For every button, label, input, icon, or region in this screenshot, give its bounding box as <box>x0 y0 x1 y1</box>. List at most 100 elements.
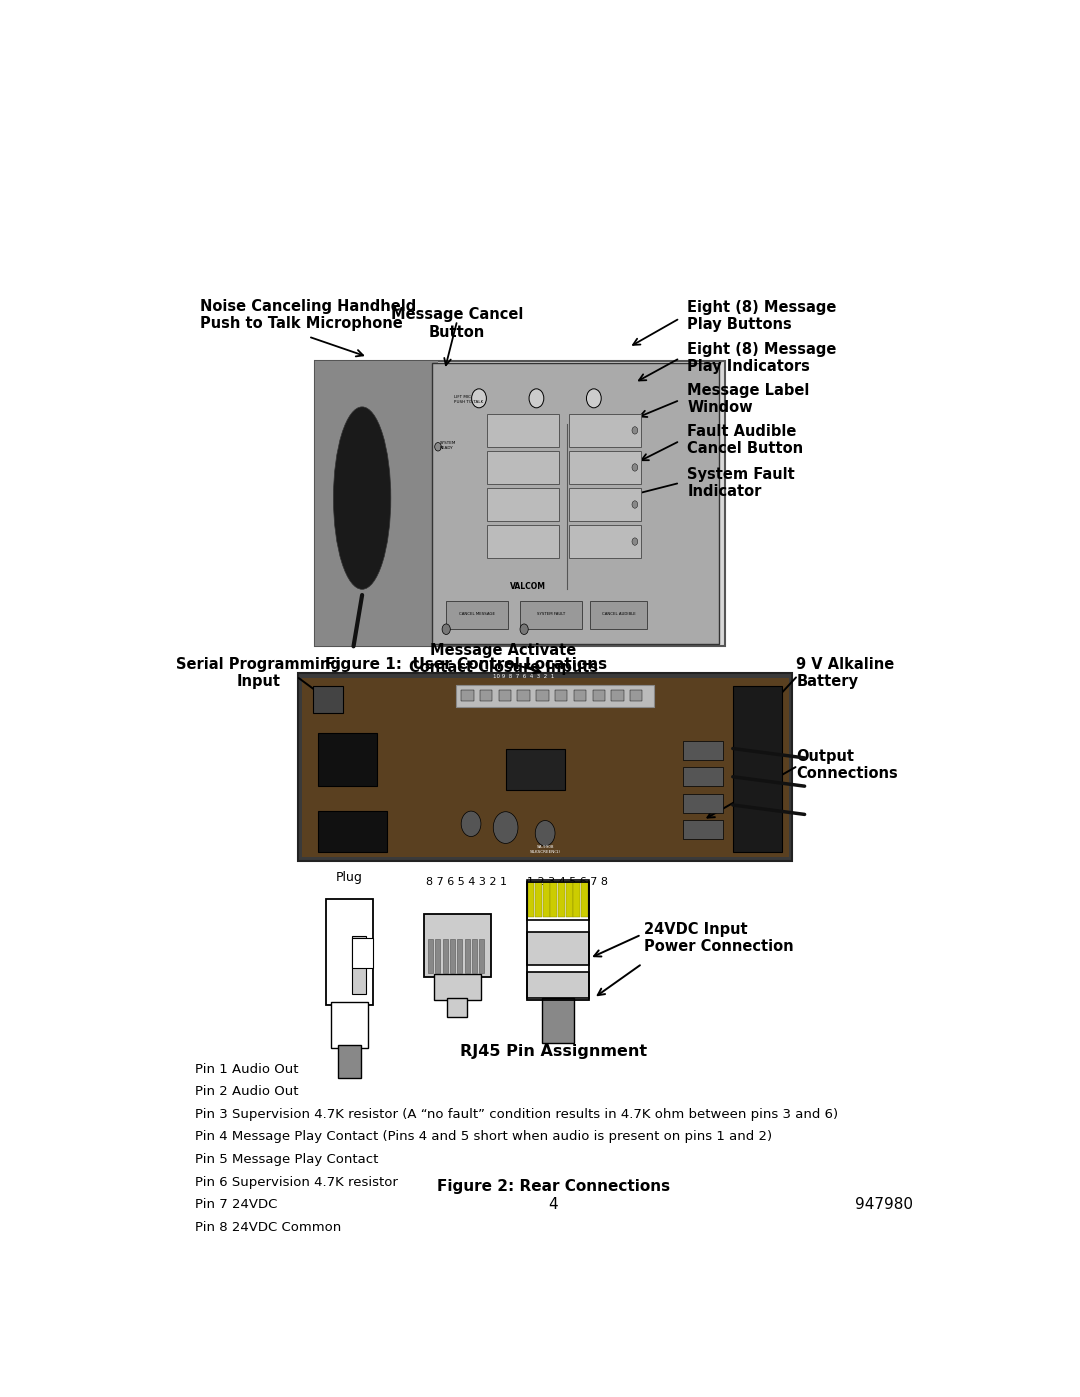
FancyBboxPatch shape <box>338 1045 361 1077</box>
Text: 8 7 6 5 4 3 2 1: 8 7 6 5 4 3 2 1 <box>427 876 508 887</box>
FancyBboxPatch shape <box>487 525 559 557</box>
Text: 9 V Alkaline
Battery: 9 V Alkaline Battery <box>796 657 894 690</box>
Circle shape <box>632 426 637 434</box>
Text: Output
Connections: Output Connections <box>796 749 897 781</box>
FancyBboxPatch shape <box>318 733 377 787</box>
FancyBboxPatch shape <box>569 525 642 557</box>
FancyBboxPatch shape <box>573 882 580 918</box>
Text: Pin 7 24VDC: Pin 7 24VDC <box>195 1199 278 1211</box>
FancyBboxPatch shape <box>573 690 586 701</box>
Text: Eight (8) Message
Play Indicators: Eight (8) Message Play Indicators <box>688 342 837 374</box>
FancyBboxPatch shape <box>537 690 549 701</box>
Text: 947980: 947980 <box>855 1197 914 1213</box>
FancyBboxPatch shape <box>318 810 387 852</box>
FancyBboxPatch shape <box>499 690 511 701</box>
FancyBboxPatch shape <box>480 939 484 974</box>
Circle shape <box>632 464 637 471</box>
FancyBboxPatch shape <box>517 690 530 701</box>
FancyBboxPatch shape <box>733 686 782 852</box>
FancyBboxPatch shape <box>527 932 590 965</box>
FancyBboxPatch shape <box>457 939 462 974</box>
Text: Pin 4 Message Play Contact (Pins 4 and 5 short when audio is present on pins 1 a: Pin 4 Message Play Contact (Pins 4 and 5… <box>195 1130 772 1143</box>
FancyBboxPatch shape <box>352 939 373 968</box>
FancyBboxPatch shape <box>487 451 559 483</box>
FancyBboxPatch shape <box>326 900 373 1004</box>
Circle shape <box>435 443 442 451</box>
Circle shape <box>632 538 637 545</box>
Text: System Fault
Indicator: System Fault Indicator <box>688 467 795 499</box>
Circle shape <box>586 388 602 408</box>
FancyBboxPatch shape <box>487 488 559 521</box>
FancyBboxPatch shape <box>551 882 557 918</box>
Text: CANCEL MESSAGE: CANCEL MESSAGE <box>459 612 495 616</box>
FancyBboxPatch shape <box>505 749 565 789</box>
FancyBboxPatch shape <box>487 414 559 447</box>
FancyBboxPatch shape <box>446 601 508 629</box>
Circle shape <box>442 624 450 634</box>
Text: SYSTEM FAULT: SYSTEM FAULT <box>537 612 565 616</box>
FancyBboxPatch shape <box>684 793 723 813</box>
FancyBboxPatch shape <box>630 690 643 701</box>
Circle shape <box>461 812 481 837</box>
Text: 10 9  8  7  6  4  3  2  1: 10 9 8 7 6 4 3 2 1 <box>494 673 554 679</box>
FancyBboxPatch shape <box>555 690 567 701</box>
FancyBboxPatch shape <box>432 363 719 644</box>
FancyBboxPatch shape <box>443 939 447 974</box>
FancyBboxPatch shape <box>435 939 441 974</box>
FancyBboxPatch shape <box>330 1003 368 1048</box>
FancyBboxPatch shape <box>313 686 342 712</box>
Text: Serial Programming
Input: Serial Programming Input <box>176 657 341 690</box>
FancyBboxPatch shape <box>464 939 470 974</box>
Text: Figure 1:  User Control Locations: Figure 1: User Control Locations <box>325 657 607 672</box>
FancyBboxPatch shape <box>315 362 438 647</box>
FancyBboxPatch shape <box>566 882 572 918</box>
Text: 24VDC Input
Power Connection: 24VDC Input Power Connection <box>644 922 794 954</box>
Text: Message Cancel
Button: Message Cancel Button <box>391 307 524 339</box>
FancyBboxPatch shape <box>542 997 573 1044</box>
FancyBboxPatch shape <box>684 820 723 838</box>
FancyBboxPatch shape <box>569 488 642 521</box>
FancyBboxPatch shape <box>593 690 605 701</box>
Text: Pin 8 24VDC Common: Pin 8 24VDC Common <box>195 1221 341 1234</box>
FancyBboxPatch shape <box>315 362 725 647</box>
FancyBboxPatch shape <box>527 972 590 997</box>
FancyBboxPatch shape <box>590 601 647 629</box>
Text: CANCEL AUDIBLE: CANCEL AUDIBLE <box>602 612 635 616</box>
FancyBboxPatch shape <box>461 690 473 701</box>
FancyBboxPatch shape <box>352 936 366 995</box>
FancyBboxPatch shape <box>536 882 542 918</box>
FancyBboxPatch shape <box>527 882 535 918</box>
FancyBboxPatch shape <box>298 673 792 862</box>
Text: Pin 5 Message Play Contact: Pin 5 Message Play Contact <box>195 1153 379 1166</box>
FancyBboxPatch shape <box>558 882 565 918</box>
Text: RJ45 Pin Assignment: RJ45 Pin Assignment <box>460 1045 647 1059</box>
FancyBboxPatch shape <box>301 678 788 858</box>
FancyBboxPatch shape <box>543 882 550 918</box>
FancyBboxPatch shape <box>480 690 492 701</box>
Text: 1 2 3 4 5 6 7 8: 1 2 3 4 5 6 7 8 <box>527 876 608 887</box>
Text: Message Activate
Contact Closure Inputs: Message Activate Contact Closure Inputs <box>408 643 598 676</box>
FancyBboxPatch shape <box>581 882 588 918</box>
Circle shape <box>472 388 486 408</box>
Text: LIFT MIC
PUSH TO TALK: LIFT MIC PUSH TO TALK <box>455 395 484 404</box>
Circle shape <box>521 624 528 634</box>
Text: Fault Audible
Cancel Button: Fault Audible Cancel Button <box>688 423 804 455</box>
Text: Pin 3 Supervision 4.7K resistor (A “no fault” condition results in 4.7K ohm betw: Pin 3 Supervision 4.7K resistor (A “no f… <box>195 1108 838 1120</box>
Text: VALCOM: VALCOM <box>510 583 546 591</box>
Text: Figure 2: Rear Connections: Figure 2: Rear Connections <box>437 1179 670 1194</box>
FancyBboxPatch shape <box>456 685 653 707</box>
Circle shape <box>536 820 555 847</box>
FancyBboxPatch shape <box>569 451 642 483</box>
Ellipse shape <box>334 407 391 590</box>
FancyBboxPatch shape <box>684 740 723 760</box>
Text: SYSTEM
READY: SYSTEM READY <box>440 441 457 450</box>
Text: SA-9908
SILKSCREEN(1): SA-9908 SILKSCREEN(1) <box>529 845 561 854</box>
FancyBboxPatch shape <box>472 939 477 974</box>
Text: Pin 1 Audio Out: Pin 1 Audio Out <box>195 1063 299 1076</box>
FancyBboxPatch shape <box>450 939 455 974</box>
Circle shape <box>529 388 544 408</box>
Text: Pin 6 Supervision 4.7K resistor: Pin 6 Supervision 4.7K resistor <box>195 1175 399 1189</box>
Circle shape <box>632 500 637 509</box>
Text: Noise Canceling Handheld
Push to Talk Microphone: Noise Canceling Handheld Push to Talk Mi… <box>200 299 417 331</box>
Text: 4: 4 <box>549 1197 558 1213</box>
